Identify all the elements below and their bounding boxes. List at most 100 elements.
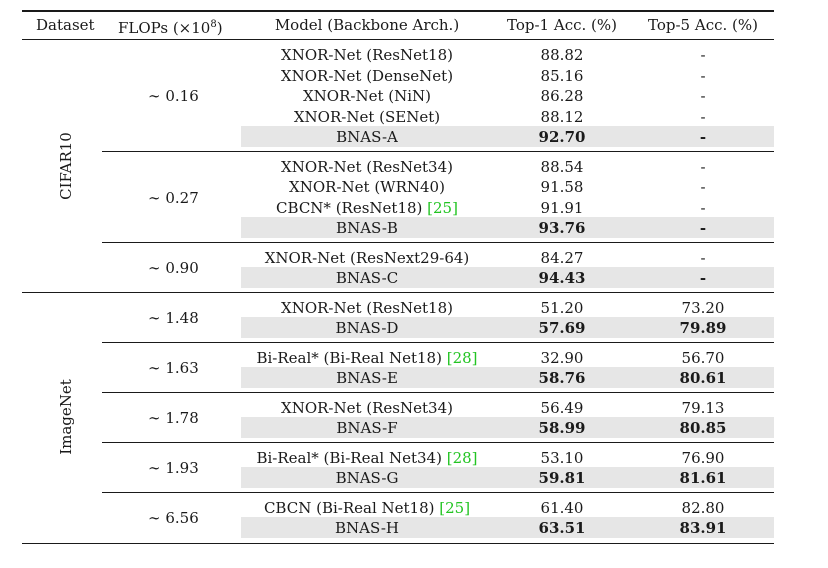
model-name: CBCN* (ResNet18) (276, 198, 423, 217)
header-top5: Top-5 Acc. (%) (648, 16, 758, 34)
model-name: Bi-Real* (Bi-Real Net18) (256, 348, 442, 367)
flops-cell: ∼ 1.48 (148, 309, 199, 327)
top5-cell: - (700, 248, 706, 267)
block-rule (102, 151, 774, 152)
model-cell: BNAS-H (335, 518, 399, 538)
citation-link[interactable]: [25] (427, 198, 458, 217)
flops-cell: ∼ 0.27 (148, 188, 199, 207)
model-cell: XNOR-Net (ResNet18) (281, 45, 453, 65)
model-cell: CBCN (Bi-Real Net18) [25] (264, 498, 470, 518)
model-name: XNOR-Net (ResNext29-64) (264, 248, 470, 267)
model-cell: CBCN* (ResNet18) [25] (276, 198, 458, 218)
model-name: XNOR-Net (ResNet18) (281, 46, 453, 64)
top5-cell: - (699, 269, 707, 287)
model-cell: XNOR-Net (ResNext29-64) (265, 248, 470, 268)
header-model: Model (Backbone Arch.) (274, 16, 460, 34)
highlight-row-bg (241, 467, 774, 488)
model-name: XNOR-Net (ResNet34) (281, 157, 453, 176)
highlight-row-bg (241, 267, 774, 288)
model-cell: BNAS-D (336, 318, 399, 338)
highlight-row-bg (241, 417, 774, 438)
top1-cell: 88.82 (540, 46, 584, 64)
model-name: CBCN (Bi-Real Net18) (263, 498, 435, 517)
top1-cell: 91.58 (540, 178, 584, 196)
top5-cell: 80.61 (679, 369, 727, 387)
highlight-row-bg (241, 217, 774, 238)
top5-cell: - (699, 128, 707, 146)
model-name: BNAS-G (335, 469, 399, 487)
top1-cell: 88.12 (540, 107, 584, 126)
highlight-row-bg (241, 126, 774, 147)
top1-cell: 32.90 (540, 348, 584, 367)
top5-cell: - (700, 157, 706, 176)
top5-cell: 73.20 (681, 298, 725, 317)
top1-cell: 63.51 (538, 519, 586, 537)
top1-cell: 57.69 (538, 319, 586, 337)
highlight-row-bg (241, 317, 774, 338)
dataset-label: CIFAR10 (57, 131, 75, 200)
bottom-rule (22, 542, 774, 545)
top5-cell: - (700, 198, 706, 217)
model-cell: BNAS-B (336, 218, 398, 238)
model-cell: Bi-Real* (Bi-Real Net34) [28] (256, 448, 477, 468)
model-name: XNOR-Net (ResNet18) (281, 298, 453, 317)
model-name: Bi-Real* (Bi-Real Net34) (256, 448, 442, 467)
flops-cell: ∼ 1.93 (148, 459, 199, 477)
model-name: BNAS-D (335, 319, 399, 337)
model-cell: BNAS-A (336, 127, 398, 147)
model-name: XNOR-Net (WRN40) (289, 178, 445, 196)
block-rule (102, 442, 774, 443)
top1-cell: 51.20 (540, 298, 584, 317)
top5-cell: 82.80 (681, 498, 725, 517)
top5-cell: 83.91 (679, 519, 727, 537)
top1-cell: 88.54 (540, 157, 584, 176)
top5-cell: 56.70 (681, 348, 725, 367)
model-cell: BNAS-F (336, 418, 397, 438)
top1-cell: 85.16 (540, 66, 584, 85)
top1-cell: 86.28 (540, 87, 584, 105)
group-rule (22, 292, 774, 293)
citation-link[interactable]: [28] (446, 448, 478, 467)
model-name: BNAS-C (335, 269, 399, 287)
top-rule (22, 10, 774, 12)
model-name: XNOR-Net (SENet) (293, 107, 441, 126)
highlight-row-bg (241, 367, 774, 388)
dataset-label: ImageNet (57, 379, 75, 455)
top5-cell: - (700, 178, 706, 196)
top1-cell: 93.76 (538, 219, 586, 237)
model-cell: XNOR-Net (ResNet34) (281, 398, 453, 418)
model-cell: XNOR-Net (ResNet34) (281, 157, 453, 177)
top5-cell: - (700, 66, 706, 85)
model-name: BNAS-A (336, 128, 398, 146)
top1-cell: 61.40 (540, 498, 584, 517)
flops-cell: ∼ 0.16 (148, 87, 199, 106)
flops-cell: ∼ 1.63 (148, 359, 199, 377)
top1-cell: 94.43 (538, 269, 586, 287)
top5-cell: - (699, 219, 707, 237)
flops-cell: ∼ 6.56 (148, 509, 199, 527)
model-name: BNAS-H (335, 519, 399, 537)
citation-link[interactable]: [25] (439, 498, 471, 517)
top5-cell: - (700, 87, 706, 105)
top1-cell: 58.99 (538, 419, 586, 437)
model-cell: XNOR-Net (DenseNet) (281, 66, 453, 86)
model-cell: XNOR-Net (WRN40) (289, 177, 445, 197)
model-cell: XNOR-Net (NiN) (303, 86, 431, 106)
model-cell: Bi-Real* (Bi-Real Net18) [28] (256, 348, 477, 368)
top1-cell: 53.10 (540, 448, 584, 467)
model-cell: BNAS-G (336, 468, 399, 488)
citation-link[interactable]: [28] (446, 348, 478, 367)
block-rule (102, 392, 774, 393)
model-name: XNOR-Net (DenseNet) (280, 66, 454, 85)
block-rule (102, 492, 774, 493)
top1-cell: 58.76 (538, 369, 586, 387)
top1-cell: 56.49 (540, 398, 584, 417)
top5-cell: 79.13 (681, 398, 725, 417)
model-name: BNAS-F (336, 419, 398, 437)
block-rule (102, 342, 774, 343)
top5-cell: - (700, 46, 706, 64)
model-cell: XNOR-Net (ResNet18) (281, 298, 453, 318)
model-cell: BNAS-E (336, 368, 398, 388)
model-name: XNOR-Net (ResNet34) (281, 398, 453, 417)
